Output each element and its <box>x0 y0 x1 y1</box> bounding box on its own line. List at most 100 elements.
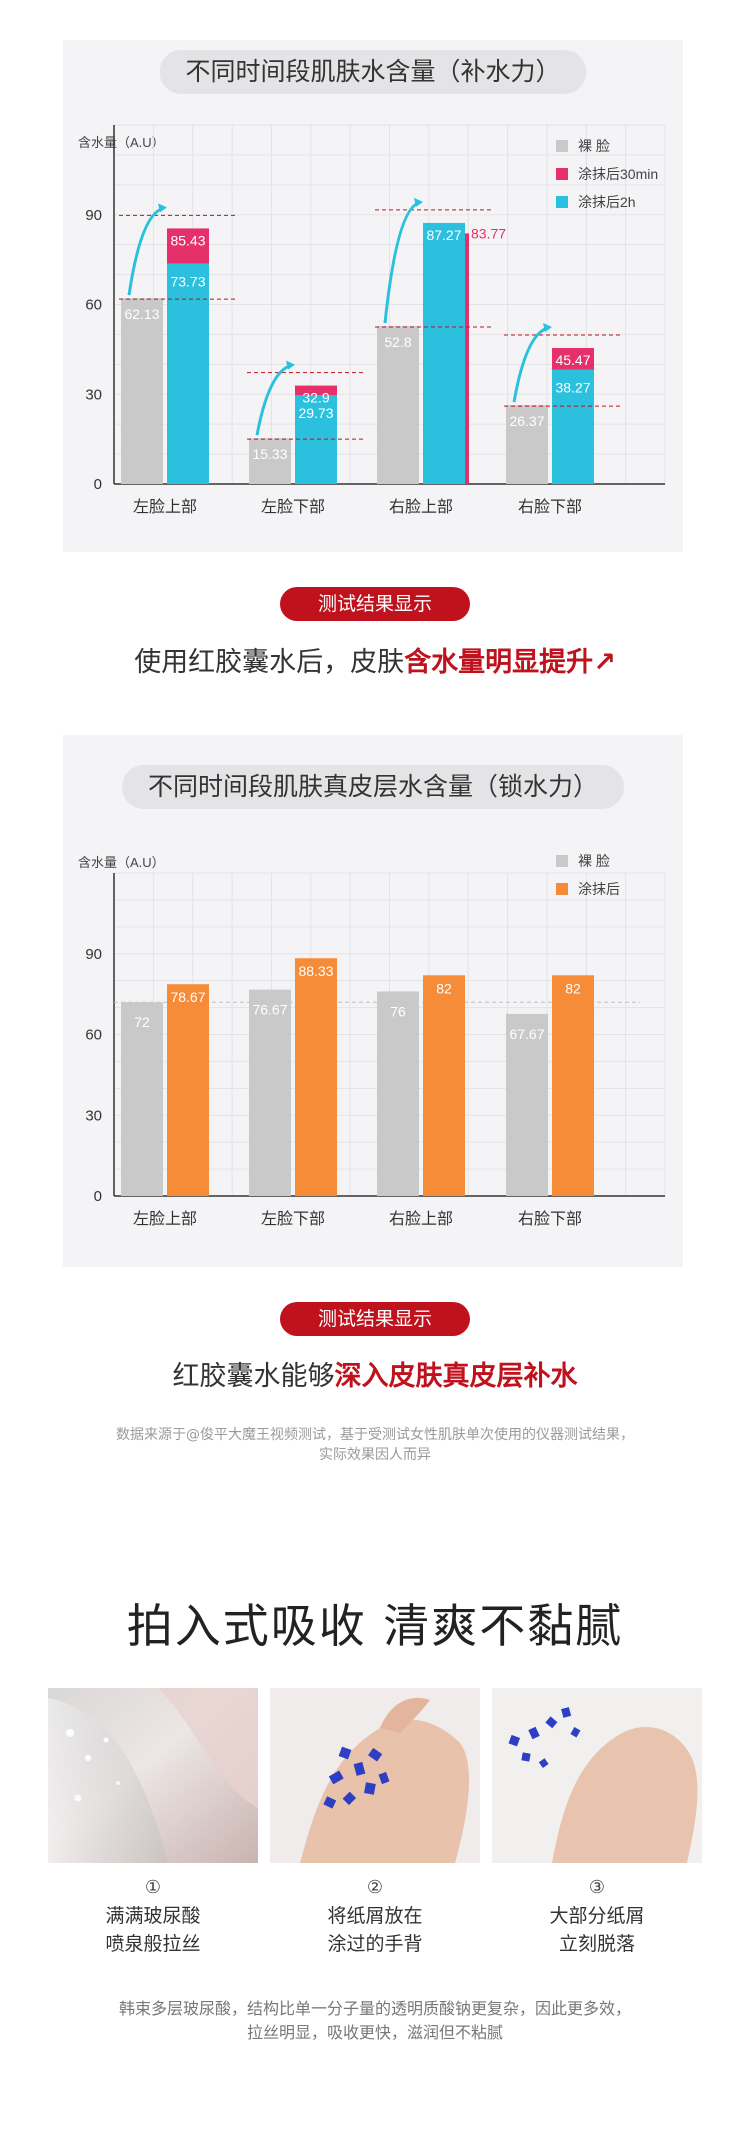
bar-2h <box>423 222 465 485</box>
data-source-note: 数据来源于@俊平大魔王视频测试，基于受测试女性肌肤单次使用的仪器测试结果， 实际… <box>60 1425 690 1465</box>
footer-note: 韩束多层玻尿酸，结构比单一分子量的透明质酸钠更复杂，因此更多效， 拉丝明显，吸收… <box>60 1997 690 2045</box>
data-label-2h: 38.27 <box>555 380 590 396</box>
result-headline: 使用红胶囊水后，皮肤含水量明显提升↗ <box>0 640 750 679</box>
legend-label: 涂抹后 <box>578 881 620 897</box>
bar-bare-face <box>121 298 163 484</box>
data-label-30min: 32.9 <box>302 390 329 406</box>
increase-arrow-icon <box>255 364 292 436</box>
bar-2h <box>295 395 337 484</box>
y-tick-label: 0 <box>94 1188 102 1205</box>
hand-paper-photo <box>270 1688 480 1863</box>
result-headline: 红胶囊水能够深入皮肤真皮层补水 <box>0 1354 750 1393</box>
source-note-line: 实际效果因人而异 <box>319 1447 431 1463</box>
bar-bare-face <box>377 991 419 1196</box>
x-tick-label: 左脸下部 <box>261 498 325 516</box>
data-label-30min: 83.77 <box>471 225 506 241</box>
data-label-2h: 73.73 <box>170 273 205 289</box>
x-tick-label: 左脸上部 <box>133 1210 197 1228</box>
arrow-head-icon <box>158 203 167 213</box>
data-label-30min: 45.47 <box>555 352 590 368</box>
y-tick-label: 30 <box>85 386 102 403</box>
hand-paper-falling-photo <box>492 1688 702 1863</box>
section-title: 拍入式吸收 清爽不黏腻 <box>126 1599 624 1653</box>
bar-after <box>167 984 209 1196</box>
step-caption: 满满玻尿酸 喷泉般拉丝 <box>48 1902 258 1958</box>
data-label-after: 82 <box>565 980 581 996</box>
step-caption-line: 满满玻尿酸 <box>105 1905 201 1927</box>
chart-title: 不同时间段肌肤真皮层水含量（锁水力） <box>121 765 625 809</box>
bar-30min <box>464 233 469 484</box>
y-tick-label: 60 <box>85 297 102 314</box>
step-number: ① <box>144 1877 162 1898</box>
legend-label: 涂抹后2h <box>578 194 636 210</box>
data-label-30min: 85.43 <box>170 232 205 248</box>
increase-arrow-icon <box>383 201 420 324</box>
headline-highlight: 含水量明显提升 <box>404 647 594 678</box>
step-number: ② <box>366 1877 384 1898</box>
data-label-bare-face: 76.67 <box>252 1002 287 1018</box>
bar-2h <box>167 263 209 484</box>
chart-panel-dermis: 不同时间段肌肤真皮层水含量（锁水力） 含水量（A.U） 0 30 60 90 裸 脸涂抹后… <box>63 735 683 1267</box>
increase-arrow-icon <box>127 206 164 296</box>
y-tick-label: 60 <box>85 1027 102 1044</box>
x-tick-label: 右脸下部 <box>518 498 582 516</box>
legend-swatch <box>556 168 568 180</box>
step-caption-line: 喷泉般拉丝 <box>105 1933 201 1955</box>
arrow-up-icon: ↗ <box>593 647 616 678</box>
x-tick-label: 右脸上部 <box>389 1210 453 1228</box>
arrow-head-icon <box>543 322 552 332</box>
x-tick-label: 左脸上部 <box>133 498 197 516</box>
bar-bare-face <box>506 405 548 484</box>
data-label-bare-face: 62.13 <box>124 306 159 322</box>
bar-bare-face <box>377 326 419 484</box>
x-tick-label: 左脸下部 <box>261 1210 325 1228</box>
bar-bare-face <box>249 989 291 1196</box>
y-axis-label: 含水量（A.U） <box>78 135 165 150</box>
bar-bare-face <box>121 1002 163 1196</box>
arrow-head-icon <box>286 360 295 370</box>
chart-panel-hydration: 不同时间段肌肤水含量（补水力） 含水量（A.U） 0 30 60 90 裸 脸涂抹后30m… <box>63 40 683 552</box>
data-label-bare-face: 72 <box>134 1014 150 1030</box>
bar-after <box>295 958 337 1196</box>
step-caption-line: 大部分纸屑 <box>549 1905 645 1927</box>
y-axis-label: 含水量（A.U） <box>78 855 165 870</box>
bar-after <box>423 975 465 1196</box>
source-note-line: 数据来源于@俊平大魔王视频测试，基于受测试女性肌肤单次使用的仪器测试结果， <box>116 1427 634 1443</box>
legend-label: 涂抹后30min <box>578 166 658 182</box>
data-label-bare-face: 52.8 <box>384 334 411 350</box>
result-pill: 测试结果显示 <box>279 587 471 621</box>
footer-note-line: 韩束多层玻尿酸，结构比单一分子量的透明质酸钠更复杂，因此更多效， <box>118 1999 631 2018</box>
y-tick-label: 90 <box>85 946 102 963</box>
headline-highlight: 深入皮肤真皮层补水 <box>334 1361 578 1392</box>
data-label-bare-face: 15.33 <box>252 446 287 462</box>
result-pill: 测试结果显示 <box>279 1302 471 1336</box>
y-tick-label: 0 <box>94 476 102 493</box>
data-label-2h: 87.27 <box>426 227 461 243</box>
data-label-after: 82 <box>436 980 452 996</box>
data-label-after: 88.33 <box>298 963 333 979</box>
x-tick-label: 右脸上部 <box>389 498 453 516</box>
arrow-head-icon <box>414 197 423 207</box>
legend-swatch <box>556 883 568 895</box>
bar-2h <box>552 369 594 484</box>
data-label-bare-face: 26.37 <box>509 413 544 429</box>
step-caption: 大部分纸屑 立刻脱落 <box>492 1902 702 1958</box>
headline-text: 使用红胶囊水后，皮肤 <box>134 647 405 678</box>
data-label-after: 78.67 <box>170 989 205 1005</box>
step-caption-line: 涂过的手背 <box>327 1933 423 1955</box>
bar-bare-face <box>506 1013 548 1196</box>
step-caption-line: 将纸屑放在 <box>327 1905 423 1927</box>
chart-title: 不同时间段肌肤水含量（补水力） <box>159 50 587 94</box>
legend-swatch <box>556 196 568 208</box>
bar-bare-face <box>249 438 291 484</box>
legend-swatch <box>556 140 568 152</box>
y-tick-label: 90 <box>85 207 102 224</box>
step-caption: 将纸屑放在 涂过的手背 <box>270 1902 480 1958</box>
data-label-bare-face: 76 <box>390 1003 406 1019</box>
increase-arrow-icon <box>512 326 549 403</box>
data-label-2h: 29.73 <box>298 405 333 421</box>
bar-after <box>552 975 594 1196</box>
legend-swatch <box>556 855 568 867</box>
